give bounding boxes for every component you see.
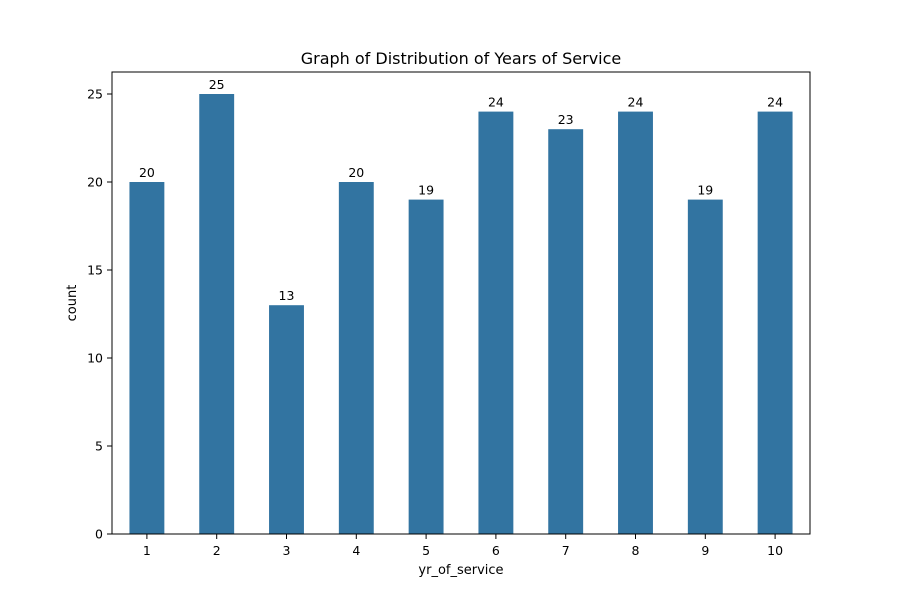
bar-9 xyxy=(687,199,723,534)
x-tick-label-3: 3 xyxy=(283,543,291,558)
bar-2 xyxy=(199,94,235,534)
bar-5 xyxy=(408,199,444,534)
x-tick-label-4: 4 xyxy=(352,543,360,558)
x-tick-label-6: 6 xyxy=(492,543,500,558)
data-label-1: 20 xyxy=(139,165,155,180)
bar-4 xyxy=(338,182,374,534)
data-label-4: 20 xyxy=(348,165,364,180)
y-tick-label-10: 10 xyxy=(87,351,103,366)
bars-group xyxy=(129,94,793,534)
data-label-8: 24 xyxy=(628,95,644,110)
data-label-6: 24 xyxy=(488,95,504,110)
data-label-3: 13 xyxy=(279,288,295,303)
y-tick-label-5: 5 xyxy=(95,439,103,454)
x-tick-label-1: 1 xyxy=(143,543,151,558)
data-label-10: 24 xyxy=(767,95,783,110)
x-tick-label-2: 2 xyxy=(213,543,221,558)
bar-7 xyxy=(548,129,584,534)
bar-10 xyxy=(757,111,793,534)
data-label-7: 23 xyxy=(558,112,574,127)
x-tick-label-10: 10 xyxy=(767,543,783,558)
y-tick-label-25: 25 xyxy=(87,87,103,102)
data-label-2: 25 xyxy=(209,77,225,92)
x-axis-label: yr_of_service xyxy=(418,563,503,578)
x-tick-label-8: 8 xyxy=(632,543,640,558)
bar-6 xyxy=(478,111,514,534)
data-label-5: 19 xyxy=(418,183,434,198)
x-tick-label-9: 9 xyxy=(701,543,709,558)
y-tick-label-20: 20 xyxy=(87,175,103,190)
y-tick-label-0: 0 xyxy=(95,527,103,542)
y-axis-label: count xyxy=(65,285,80,322)
x-tick-label-5: 5 xyxy=(422,543,430,558)
bar-1 xyxy=(129,182,165,534)
chart-title: Graph of Distribution of Years of Servic… xyxy=(301,49,622,68)
x-tick-label-7: 7 xyxy=(562,543,570,558)
y-tick-label-15: 15 xyxy=(87,263,103,278)
bar-8 xyxy=(618,111,653,534)
bar-3 xyxy=(269,305,304,534)
x-axis: 1 2 3 4 5 6 7 8 9 10 xyxy=(143,534,783,558)
axes-frame xyxy=(111,71,811,535)
y-axis: 0 5 10 15 20 25 xyxy=(87,87,112,542)
data-labels-group: 20 25 13 20 19 24 23 24 19 24 xyxy=(139,77,783,303)
data-label-9: 19 xyxy=(697,183,713,198)
